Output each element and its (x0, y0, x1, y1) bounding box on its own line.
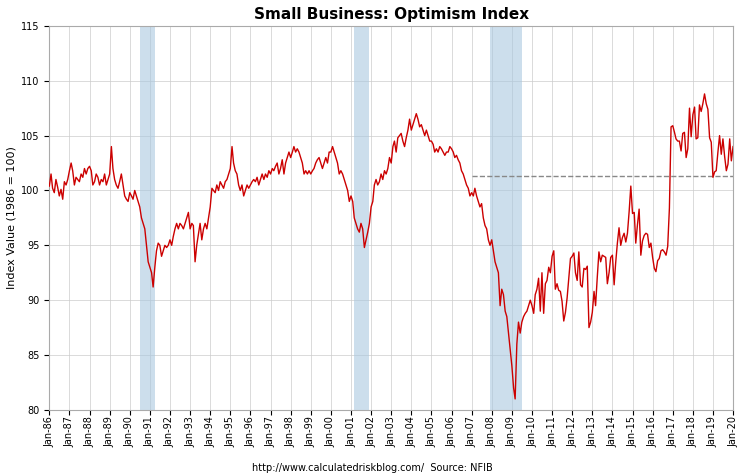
Y-axis label: Index Value (1986 = 100): Index Value (1986 = 100) (7, 147, 17, 289)
Bar (490, 26, 522, 410)
Text: http://www.calculatedriskblog.com/  Source: NFIB: http://www.calculatedriskblog.com/ Sourc… (252, 463, 493, 473)
Title: Small Business: Optimism Index: Small Business: Optimism Index (253, 7, 529, 22)
Bar (140, 26, 155, 410)
Bar (355, 26, 370, 410)
